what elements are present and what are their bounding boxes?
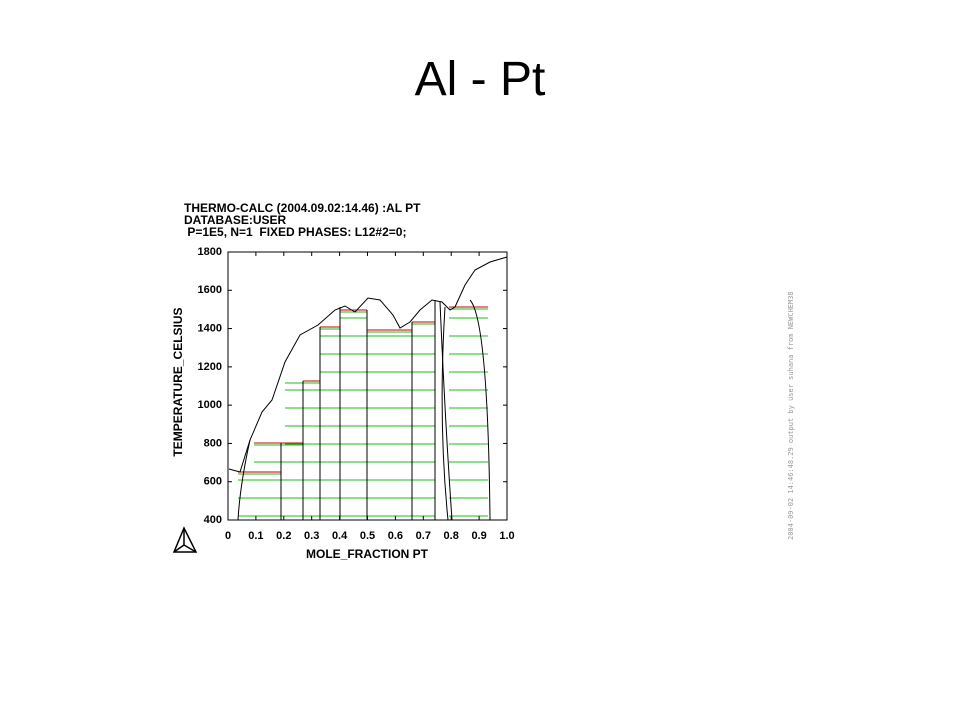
y-tick-label: 1800: [198, 246, 222, 258]
x-tick-label: 0.4: [332, 530, 348, 542]
plot-header: THERMO-CALC (2004.09.02:14.46) :AL PT: [184, 201, 421, 215]
x-tick-label: 0: [225, 530, 231, 542]
plot-header: P=1E5, N=1 FIXED PHASES: L12#2=0;: [184, 225, 406, 239]
y-tick-label: 800: [204, 437, 222, 449]
x-tick-label: 0.6: [388, 530, 403, 542]
y-tick-label: 1200: [198, 361, 222, 373]
x-tick-label: 0.9: [471, 530, 486, 542]
y-axis-label: TEMPERATURE_CELSIUS: [171, 307, 185, 456]
x-tick-label: 0.5: [360, 530, 375, 542]
x-tick-label: 1.0: [499, 530, 514, 542]
logo: [172, 526, 198, 553]
x-tick-label: 0.1: [248, 530, 263, 542]
x-axis-label: MOLE_FRACTION PT: [306, 547, 429, 561]
phase-boundaries: [237, 299, 491, 521]
x-tick-label: 0.7: [416, 530, 431, 542]
plot-header: DATABASE:USER: [184, 213, 287, 227]
y-tick-label: 1000: [198, 399, 222, 411]
x-tick-label: 0.8: [444, 530, 459, 542]
liquidus: [228, 256, 508, 473]
y-tick-label: 400: [204, 514, 222, 526]
x-tick-label: 0.3: [304, 530, 319, 542]
slide-title: Al - Pt: [415, 53, 546, 106]
y-tick-label: 1400: [198, 322, 222, 334]
x-tick-label: 0.2: [276, 530, 291, 542]
y-tick-label: 1600: [198, 284, 222, 296]
y-tick-label: 600: [204, 476, 222, 488]
watermark: 2004-09-02 14:46:48.29 output by user su…: [787, 291, 795, 540]
phase-regions: [238, 306, 488, 517]
